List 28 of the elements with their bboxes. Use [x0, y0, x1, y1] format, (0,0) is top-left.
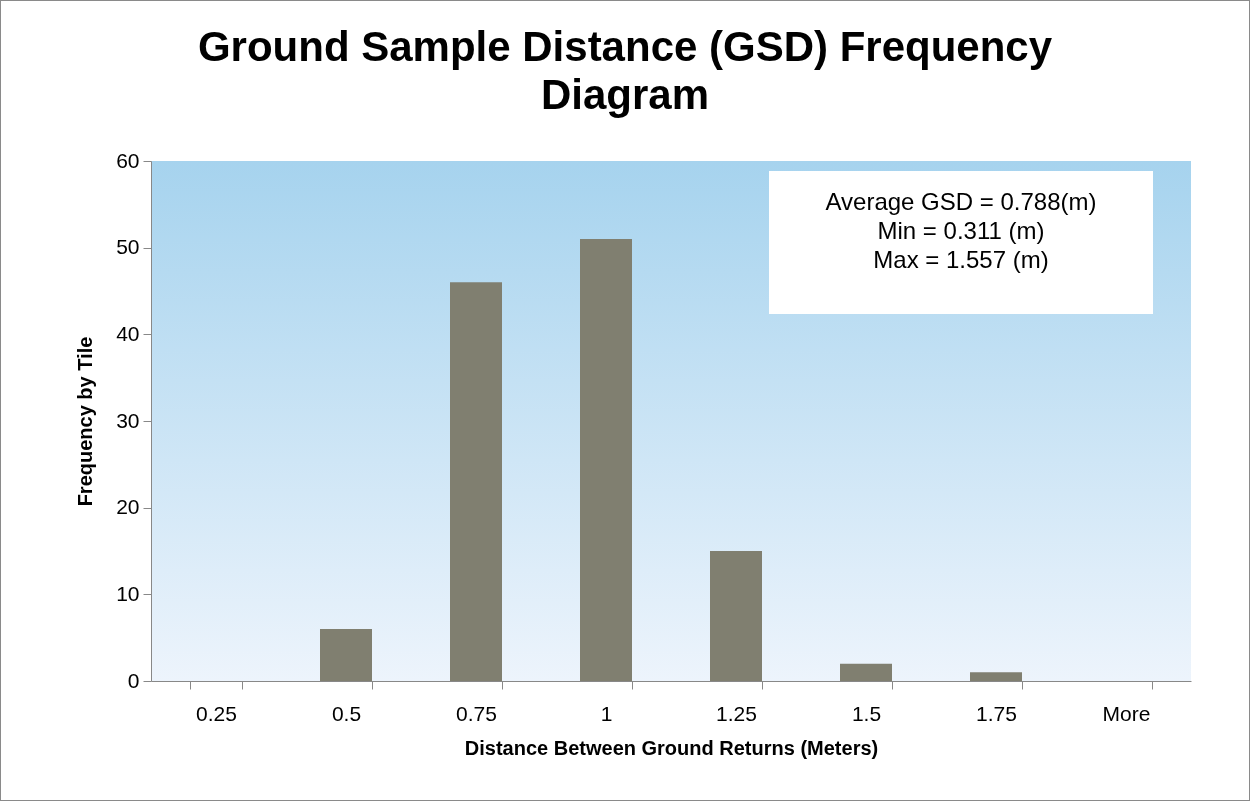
- bar: [450, 282, 502, 681]
- y-tick-label: 40: [116, 321, 140, 345]
- y-tick-label: 10: [116, 581, 140, 605]
- bar: [580, 239, 632, 681]
- bar: [710, 551, 762, 681]
- chart-title: Ground Sample Distance (GSD) Frequency Diagram: [196, 23, 1054, 119]
- x-tick-label: More: [1102, 701, 1151, 725]
- bar: [840, 663, 892, 681]
- y-tick-label: 20: [116, 495, 140, 519]
- annotation: Min = 0.311 (m): [876, 216, 1046, 245]
- y-axis-title: Frequency by Tile: [74, 336, 97, 507]
- y-tick-label: 0: [127, 668, 140, 692]
- x-tick-label: 0.5: [331, 701, 362, 725]
- y-tick-label: 60: [116, 148, 140, 172]
- y-tick-label: 30: [116, 408, 140, 432]
- annotation: Max = 1.557 (m): [872, 245, 1050, 274]
- x-tick-label: 1.75: [976, 701, 1017, 725]
- y-tick-label: 50: [116, 235, 140, 259]
- annotation: Average GSD = 0.788(m): [824, 187, 1098, 216]
- x-tick-label: 0.25: [196, 701, 237, 725]
- x-tick-label: 0.75: [456, 701, 497, 725]
- bar: [970, 672, 1022, 681]
- x-tick-label: 1: [600, 701, 613, 725]
- x-axis-title: Distance Between Ground Returns (Meters): [464, 736, 879, 759]
- bar: [320, 629, 372, 681]
- x-tick-label: 1.5: [851, 701, 882, 725]
- x-tick-label: 1.25: [716, 701, 757, 725]
- note-box: Average GSD = 0.788(m) Min = 0.311 (m) Max = 1.557 (m): [769, 171, 1153, 314]
